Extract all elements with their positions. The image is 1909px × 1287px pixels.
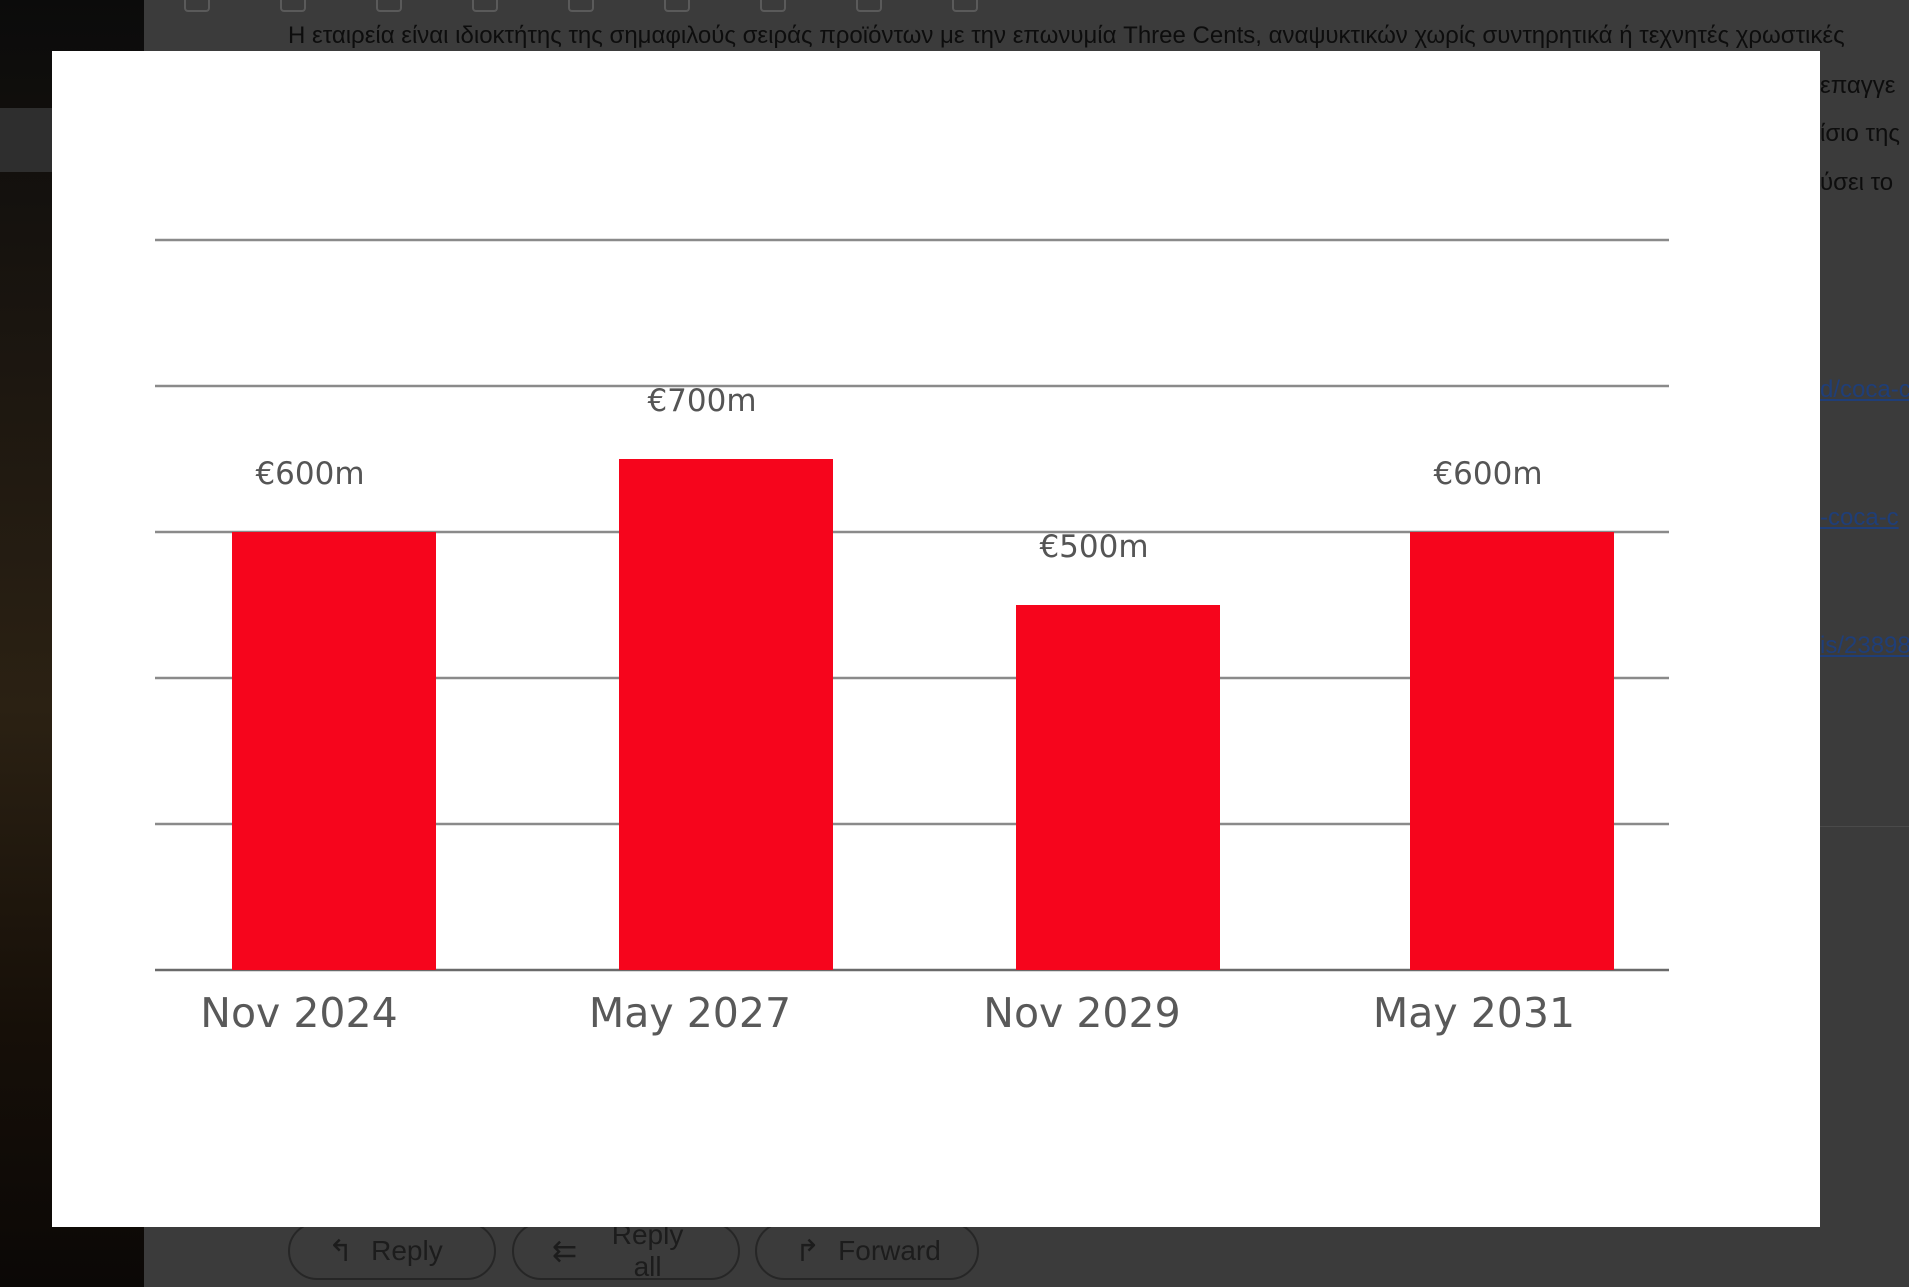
reply-button[interactable]: ↰ Reply [288,1222,496,1280]
email-body-link[interactable]: -coca-c [1820,504,1899,531]
forward-icon: ↱ [795,1234,821,1268]
email-body-link[interactable]: d/coca-c [1820,376,1909,403]
toolbar-report-icon[interactable] [376,0,402,12]
email-body-fragment: ύσει το [1820,169,1894,196]
email-body-fragment: επαγγε [1820,72,1896,99]
toolbar-label-icon[interactable] [952,0,978,12]
forward-label: Forward [838,1235,941,1266]
data-label: €600m [1433,456,1542,492]
toolbar-delete-icon[interactable] [472,0,498,12]
reply-all-label: Reply all [611,1219,684,1282]
reply-all-icon: ⇇ [552,1234,578,1268]
email-divider [1820,826,1909,827]
data-label: €600m [255,456,364,492]
toolbar-task-icon[interactable] [760,0,786,12]
x-tick-label: May 2027 [589,989,791,1037]
bar-2 [619,459,833,970]
toolbar-move-icon[interactable] [856,0,882,12]
email-body-fragment: ίσιο της [1820,120,1900,147]
x-tick-label: Nov 2029 [983,989,1180,1037]
x-tick-label: May 2031 [1373,989,1575,1037]
bar-chart: €600m Nov 2024 €700m May 2027 €500m Nov 2029 €… [155,238,1669,1037]
forward-button[interactable]: ↱ Forward [755,1222,979,1280]
image-viewer[interactable]: €600m Nov 2024 €700m May 2027 €500m Nov 2029 €… [52,51,1820,1227]
email-toolbar [144,0,1909,12]
bar-4 [1410,532,1614,970]
data-label: €500m [1039,529,1148,565]
toolbar-back-icon[interactable] [184,0,210,12]
toolbar-snooze-icon[interactable] [664,0,690,12]
email-body-link[interactable]: is/23898 [1820,632,1909,659]
reply-icon: ↰ [328,1234,354,1268]
email-body-line: Η εταιρεία είναι ιδιοκτήτης της σημαφιλο… [288,22,1845,49]
bar-1 [232,532,436,970]
toolbar-mail-icon[interactable] [568,0,594,12]
x-tick-label: Nov 2024 [200,989,397,1037]
data-label: €700m [647,383,756,419]
reply-all-button[interactable]: ⇇ Reply all [512,1219,740,1282]
reply-label: Reply [371,1235,443,1266]
toolbar-archive-icon[interactable] [280,0,306,12]
bar-3 [1016,605,1220,970]
